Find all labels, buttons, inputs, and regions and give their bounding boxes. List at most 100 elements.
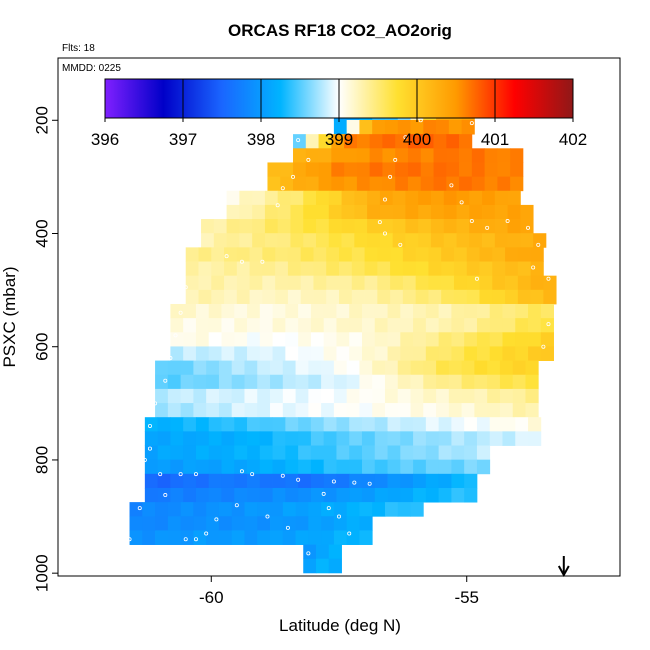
heatmap-cell xyxy=(400,303,414,319)
heatmap-cell xyxy=(180,360,194,376)
heatmap-cell xyxy=(259,459,273,475)
heatmap-cell xyxy=(247,487,261,503)
heatmap-cell xyxy=(155,374,169,390)
track-point xyxy=(183,537,188,542)
heatmap-cell xyxy=(247,445,261,461)
heatmap-cell xyxy=(390,289,404,305)
heatmap-cell xyxy=(464,332,478,347)
heatmap-cell xyxy=(282,374,296,390)
heatmap-cell xyxy=(430,190,445,206)
heatmap-cell xyxy=(413,346,427,361)
track-point xyxy=(260,259,265,264)
heatmap-cell xyxy=(425,346,440,361)
heatmap-cell xyxy=(221,459,235,475)
heatmap-cell xyxy=(512,374,526,390)
track-point xyxy=(449,183,454,188)
heatmap-cell xyxy=(180,403,194,418)
heatmap-cell xyxy=(382,148,396,163)
heatmap-cell xyxy=(167,403,182,418)
heatmap-cell xyxy=(433,176,447,192)
heatmap-cell xyxy=(528,332,542,347)
heatmap-cell xyxy=(423,360,437,376)
heatmap-cell xyxy=(295,403,309,418)
heatmap-cell xyxy=(226,233,240,248)
heatmap-cell xyxy=(512,403,526,418)
heatmap-cell xyxy=(333,516,348,531)
track-point xyxy=(541,344,546,349)
heatmap-cell xyxy=(272,417,286,432)
heatmap-cell xyxy=(180,388,194,404)
heatmap-cell xyxy=(193,360,207,376)
heatmap-cell xyxy=(476,332,491,347)
heatmap-cell xyxy=(543,289,557,305)
track-point xyxy=(326,506,331,511)
heatmap-cell xyxy=(410,502,424,517)
heatmap-cell xyxy=(167,516,182,531)
heatmap-cell xyxy=(234,303,248,319)
heatmap-cell xyxy=(234,318,248,333)
heatmap-cell xyxy=(323,473,337,489)
heatmap-cell xyxy=(316,190,330,206)
heatmap-cell xyxy=(346,502,360,517)
heatmap-cell xyxy=(310,303,325,319)
heatmap-cell xyxy=(287,247,302,262)
heatmap-cell xyxy=(167,388,182,404)
heatmap-cell xyxy=(374,473,388,489)
colorbar-tick-label: 398 xyxy=(247,130,275,149)
heatmap-cell xyxy=(155,388,169,404)
heatmap-cell xyxy=(290,204,304,220)
heatmap-cell xyxy=(262,275,276,291)
heatmap-cell xyxy=(387,487,401,503)
heatmap-cell xyxy=(142,516,156,531)
heatmap-cell xyxy=(451,417,465,432)
heatmap-cell xyxy=(390,261,404,277)
heatmap-cell xyxy=(257,360,271,376)
heatmap-cell xyxy=(499,388,514,404)
heatmap-cell xyxy=(185,247,199,262)
heatmap-cell xyxy=(267,176,281,192)
heatmap-cell xyxy=(372,360,386,376)
heatmap-cell xyxy=(339,289,353,305)
heatmap-cell xyxy=(507,204,521,220)
heatmap-cell xyxy=(326,275,340,291)
heatmap-cell xyxy=(303,558,317,574)
heatmap-cell xyxy=(384,119,399,135)
heatmap-cell xyxy=(208,346,222,361)
heatmap-cell xyxy=(436,403,450,418)
heatmap-cell xyxy=(213,219,227,234)
heatmap-cell xyxy=(257,516,271,531)
heatmap-cell xyxy=(170,346,184,361)
heatmap-cell xyxy=(270,374,284,390)
heatmap-cell xyxy=(479,275,493,291)
heatmap-cell xyxy=(310,318,325,333)
heatmap-cell xyxy=(336,332,350,347)
heatmap-cell xyxy=(298,431,312,446)
heatmap-cell xyxy=(359,360,373,376)
heatmap-cell xyxy=(469,190,483,206)
heatmap-cell xyxy=(453,261,468,277)
heatmap-cell xyxy=(528,303,542,319)
heatmap-cell xyxy=(349,459,363,475)
heatmap-cell xyxy=(441,289,455,305)
heatmap-cell xyxy=(344,176,358,192)
heatmap-cell xyxy=(285,332,299,347)
y-tick-label: 600 xyxy=(33,333,52,361)
heatmap-cell xyxy=(144,431,159,446)
heatmap-cell xyxy=(272,487,286,503)
heatmap-cell xyxy=(295,360,309,376)
heatmap-cell xyxy=(515,332,529,347)
heatmap-cell xyxy=(247,332,261,347)
heatmap-cell xyxy=(349,417,363,432)
heatmap-cell xyxy=(390,275,404,291)
heatmap-cell xyxy=(336,473,350,489)
heatmap-cell xyxy=(392,219,406,234)
heatmap-cell xyxy=(515,417,529,432)
heatmap-cell xyxy=(487,403,501,418)
heatmap-cell xyxy=(540,346,554,361)
heatmap-cell xyxy=(459,162,473,177)
heatmap-cell xyxy=(512,388,526,404)
heatmap-cell xyxy=(443,233,457,248)
heatmap-cell xyxy=(410,388,424,404)
heatmap-cell xyxy=(321,403,335,418)
heatmap-cell xyxy=(231,403,245,418)
